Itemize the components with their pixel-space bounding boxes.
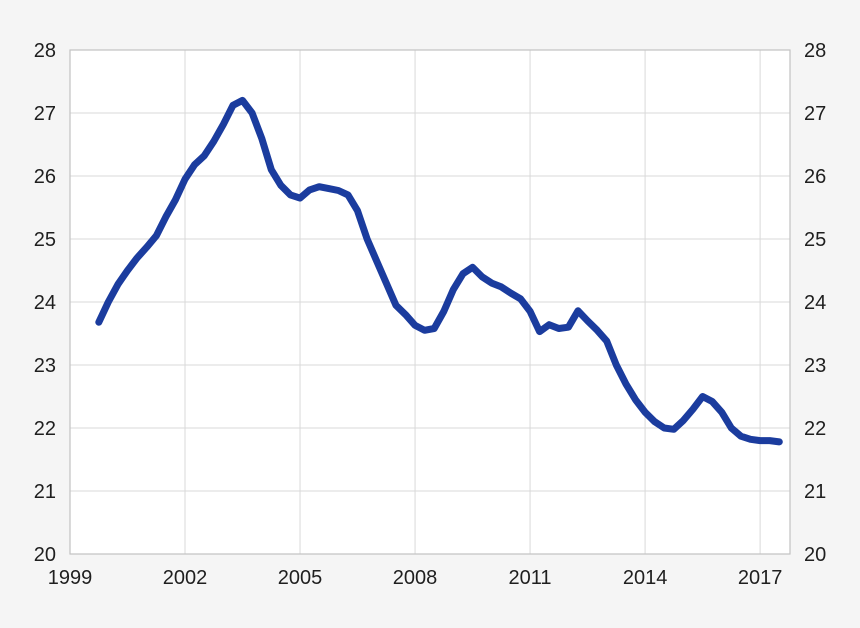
x-tick-label: 2014 (623, 567, 668, 589)
y-tick-label-right: 21 (804, 481, 826, 503)
y-tick-label-right: 22 (804, 418, 826, 440)
y-tick-label-left: 27 (34, 103, 56, 125)
y-tick-label-left: 28 (34, 40, 56, 62)
y-tick-label-left: 24 (34, 292, 56, 314)
data-line (95, 96, 783, 446)
y-tick-label-right: 20 (804, 544, 826, 566)
y-tick-label-left: 22 (34, 418, 56, 440)
x-tick-label: 2002 (163, 567, 208, 589)
x-tick-label: 2008 (393, 567, 438, 589)
y-tick-label-right: 26 (804, 166, 826, 188)
y-tick-label-right: 25 (804, 229, 826, 251)
y-tick-label-right: 27 (804, 103, 826, 125)
y-tick-label-left: 20 (34, 544, 56, 566)
y-tick-label-right: 28 (804, 40, 826, 62)
x-tick-label: 2005 (278, 567, 323, 589)
y-tick-label-left: 25 (34, 229, 56, 251)
y-tick-label-right: 23 (804, 355, 826, 377)
x-tick-label: 2011 (509, 567, 552, 589)
y-tick-label-left: 21 (34, 481, 56, 503)
x-tick-label: 1999 (48, 567, 93, 589)
y-tick-label-right: 24 (804, 292, 826, 314)
x-tick-label: 2017 (738, 567, 783, 589)
plot-frame (69, 49, 791, 555)
y-tick-label-left: 26 (34, 166, 56, 188)
y-tick-label-left: 23 (34, 355, 56, 377)
